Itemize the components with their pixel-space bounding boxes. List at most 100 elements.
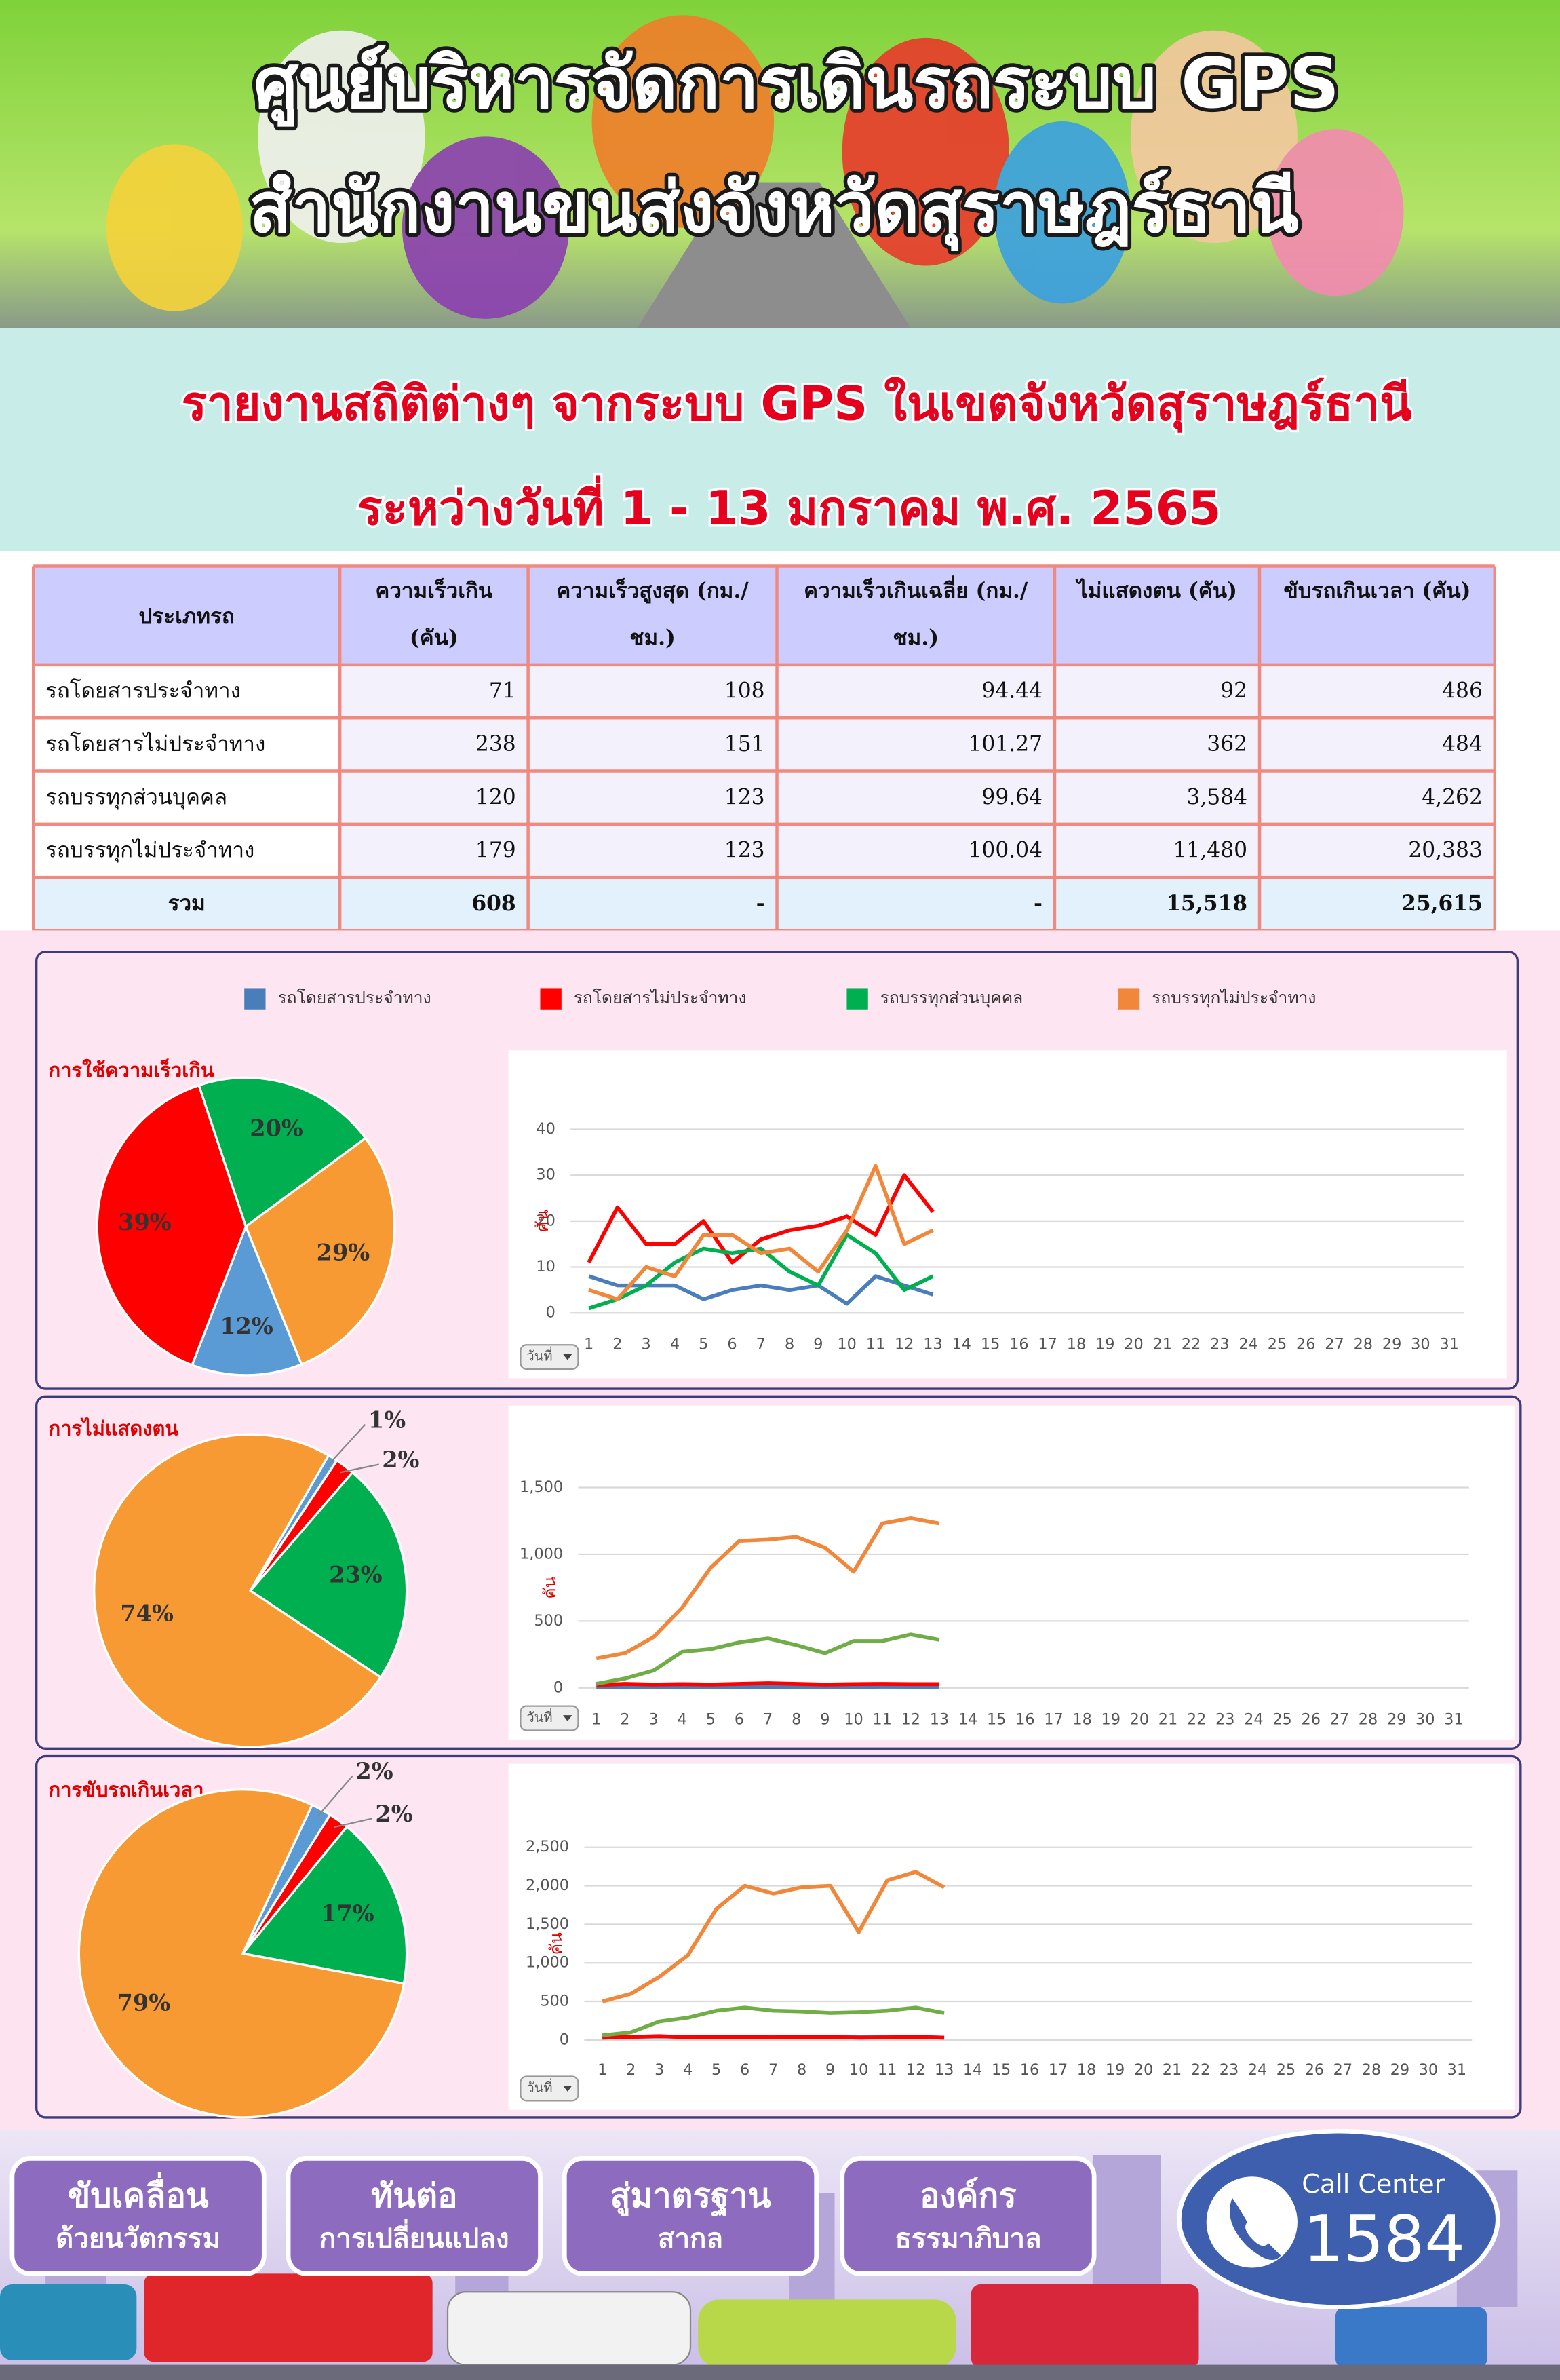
table-cell (777, 664, 1055, 718)
table-cell-text: 3,584 (1186, 785, 1247, 809)
x-tick-label: 28 (1354, 1336, 1373, 1354)
y-tick-label: 500 (540, 1993, 569, 2010)
y-tick-label: 2,000 (526, 1877, 569, 1894)
x-tick-label: 31 (1447, 2061, 1466, 2079)
x-tick-label: 14 (958, 1710, 977, 1728)
x-tick-label: 4 (683, 2061, 693, 2079)
table-cell-text: 4,262 (1422, 785, 1483, 809)
x-tick-label: 26 (1296, 1336, 1315, 1354)
table-total-cell: - (1034, 891, 1042, 916)
dropdown-arrow (563, 2085, 572, 2092)
call-center-label: Call Center (1302, 2169, 1445, 2199)
table-cell (1054, 877, 1260, 931)
x-tick-label: 26 (1301, 1710, 1320, 1728)
table-cell-text: 20,383 (1408, 839, 1483, 863)
footer-button-subtitle: ธรรมาภิบาล (895, 2223, 1041, 2254)
table-cell (1054, 824, 1260, 878)
x-tick-label: 26 (1305, 2061, 1324, 2079)
x-tick-label: 24 (1248, 2061, 1267, 2079)
legend-swatch (846, 988, 868, 1010)
footer-button (840, 2156, 1097, 2276)
table-cell (777, 824, 1055, 878)
table-cell-text: 120 (475, 785, 516, 809)
table-total-cell: 15,518 (1166, 891, 1247, 916)
x-tick-label: 17 (1044, 1710, 1063, 1728)
x-tick-label: 22 (1187, 1710, 1206, 1728)
table-cell-text: 362 (1207, 732, 1247, 756)
pie-slice (240, 1825, 408, 1985)
x-tick-label: 19 (1095, 1336, 1114, 1354)
y-tick-label: 1,500 (520, 1478, 563, 1496)
table-header-cell: ประเภทรถ (139, 604, 235, 629)
x-tick-label: 27 (1333, 2061, 1352, 2079)
y-tick-label: 10 (536, 1258, 555, 1275)
x-tick-label: 13 (923, 1336, 942, 1354)
x-tick-label: 21 (1153, 1336, 1172, 1354)
x-tick-label: 7 (756, 1336, 766, 1354)
footer-button-title: ขับเคลื่อน (68, 2172, 209, 2215)
x-tick-label: 18 (1072, 1710, 1091, 1728)
table-cell (33, 824, 340, 878)
pie-label: 23% (329, 1560, 383, 1588)
x-tick-label: 3 (648, 1710, 658, 1728)
x-axis-label: วันที่ (526, 1347, 552, 1364)
pie-leader (328, 1424, 366, 1465)
pie-label: 39% (118, 1208, 172, 1235)
pie-leader (317, 1775, 353, 1818)
legend-label: รถโดยสารไม่ประจำทาง (574, 988, 747, 1007)
x-axis-dropdown (520, 1344, 579, 1370)
table-cell-text: 94.44 (981, 679, 1042, 704)
pie-slice (197, 1076, 368, 1229)
table-cell-text: 484 (1442, 732, 1483, 756)
pie-slice (93, 1433, 383, 1748)
subtitle: ระหว่างวันที่ 1 - 13 มกราคม พ.ศ. 2565 (357, 475, 1222, 536)
footer-button (9, 2156, 267, 2276)
x-tick-label: 11 (866, 1336, 885, 1354)
table-header-cell: ขับรถเกินเวลา (คัน) (1283, 579, 1470, 603)
table-cell (528, 824, 777, 878)
x-tick-label: 12 (906, 2061, 925, 2079)
series-line (602, 1870, 945, 2003)
statistics-table: ประเภทรถ ความเร็วเกิน (คัน) ความเร็วสูงสุด … (31, 564, 1497, 932)
chart-title: การไม่แสดงตน (49, 1417, 179, 1440)
plot-area (508, 1050, 1507, 1379)
x-tick-label: 28 (1359, 1710, 1378, 1728)
pie-label: 17% (321, 1900, 374, 1927)
footer-button (562, 2156, 819, 2276)
x-tick-label: 15 (992, 2061, 1011, 2079)
table-cell (1260, 877, 1495, 931)
x-tick-label: 13 (935, 2061, 954, 2079)
y-tick-label: 0 (553, 1678, 563, 1696)
x-tick-label: 1 (584, 1336, 593, 1354)
x-tick-label: 4 (670, 1336, 680, 1354)
footer-button-title: องค์กร (920, 2176, 1017, 2215)
table-cell (528, 718, 777, 771)
series-line (588, 1233, 934, 1311)
legend-swatch (1118, 988, 1140, 1010)
x-tick-label: 17 (1049, 2061, 1068, 2079)
table-cell (1054, 718, 1260, 771)
x-tick-label: 25 (1272, 1710, 1291, 1728)
table-cell (1054, 771, 1260, 824)
y-tick-label: 30 (536, 1166, 555, 1184)
table-cell (33, 771, 340, 824)
x-axis-label: วันที่ (526, 1708, 552, 1725)
table-cell (777, 877, 1055, 931)
footer-button-subtitle: การเปลี่ยนแปลง (319, 2219, 509, 2254)
x-tick-label: 6 (740, 2061, 749, 2079)
pie-slice (248, 1470, 408, 1679)
x-tick-label: 19 (1101, 1710, 1120, 1728)
dropdown-arrow (563, 1715, 572, 1722)
x-tick-label: 21 (1163, 2061, 1182, 2079)
x-tick-label: 5 (706, 1710, 716, 1728)
table-cell-text: 11,480 (1173, 839, 1248, 863)
x-tick-label: 23 (1210, 1336, 1229, 1354)
table-cell (33, 718, 340, 771)
footer: ขับเคลื่อนด้วยนวัตกรรม ทันต่อการเปลี่ยนแป… (9, 2128, 1500, 2309)
x-tick-label: 6 (727, 1336, 737, 1354)
x-tick-label: 24 (1244, 1710, 1263, 1728)
x-tick-label: 8 (792, 1710, 801, 1728)
table-cell-text: รถบรรทุกไม่ประจำทาง (45, 838, 254, 864)
x-tick-label: 5 (699, 1336, 708, 1354)
